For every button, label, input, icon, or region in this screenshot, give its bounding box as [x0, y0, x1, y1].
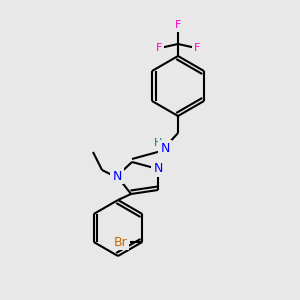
Text: F: F: [156, 43, 162, 53]
Text: N: N: [112, 169, 122, 182]
Text: N: N: [153, 163, 163, 176]
Text: Br: Br: [113, 236, 127, 248]
Text: N: N: [160, 142, 170, 154]
Text: F: F: [175, 20, 181, 30]
Text: F: F: [194, 43, 200, 53]
Text: H: H: [154, 138, 162, 148]
